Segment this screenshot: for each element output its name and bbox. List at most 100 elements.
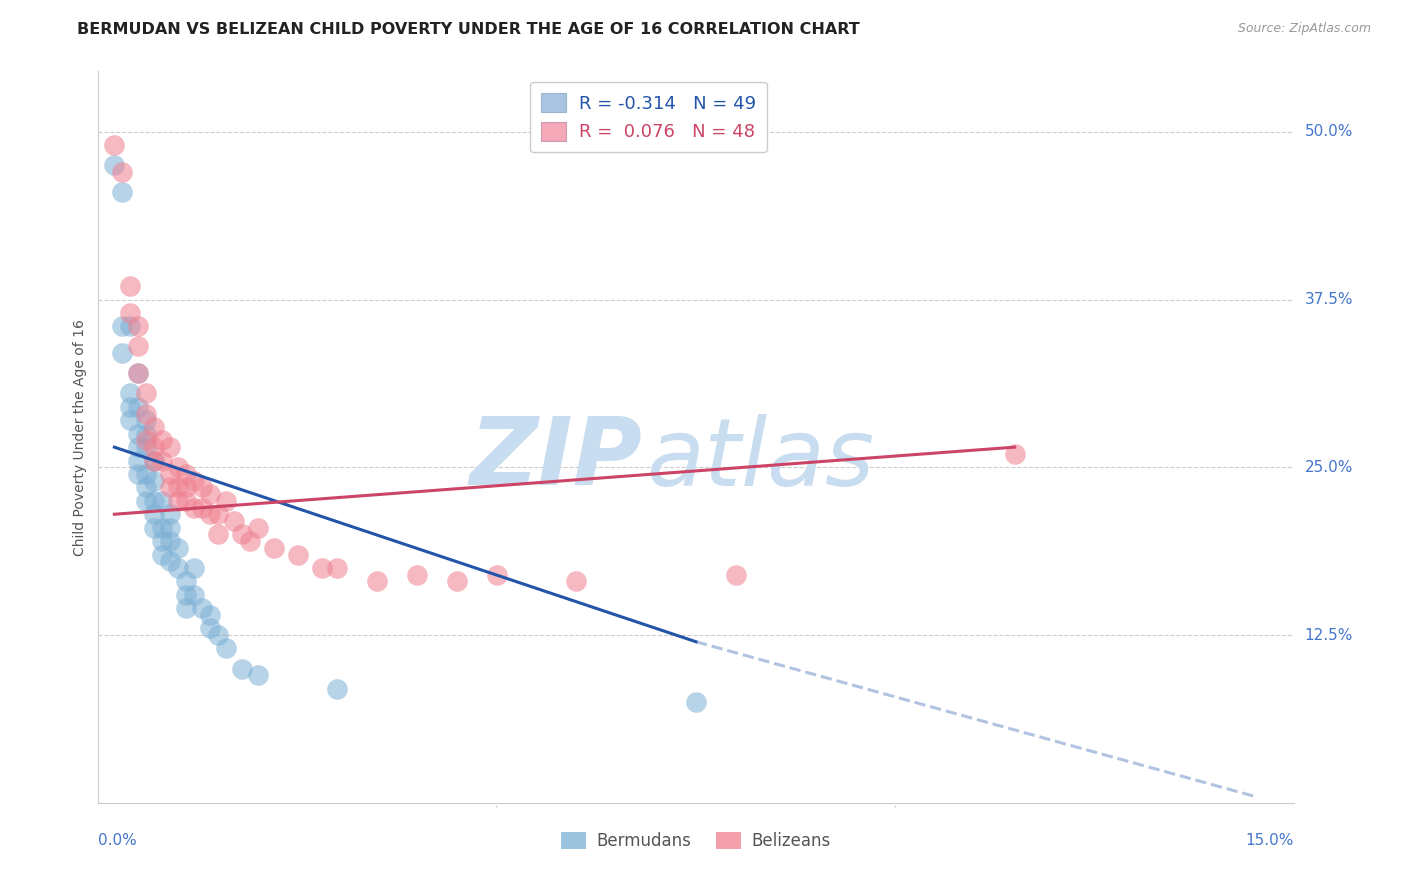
Point: [150, 493, 173, 508]
Point: [167, 480, 190, 494]
Point: [143, 440, 166, 454]
Point: [174, 588, 197, 602]
Point: [111, 165, 134, 179]
Point: [246, 521, 269, 535]
Point: [143, 508, 166, 522]
Point: [207, 508, 229, 522]
Point: [406, 567, 429, 582]
Point: [207, 628, 229, 642]
Point: [127, 339, 149, 353]
Point: [150, 453, 173, 467]
Point: [127, 467, 149, 481]
Point: [167, 541, 190, 555]
Point: [120, 306, 142, 320]
Point: [191, 480, 214, 494]
Point: [287, 548, 309, 562]
Point: [183, 474, 205, 488]
Point: [111, 346, 134, 360]
Text: 37.5%: 37.5%: [1305, 292, 1353, 307]
Point: [198, 621, 221, 635]
Point: [143, 493, 166, 508]
Point: [135, 434, 157, 448]
Point: [263, 541, 285, 555]
Point: [246, 668, 269, 682]
Text: 50.0%: 50.0%: [1305, 124, 1353, 139]
Point: [159, 508, 181, 522]
Point: [174, 601, 197, 615]
Point: [111, 185, 134, 199]
Point: [159, 534, 181, 549]
Point: [231, 527, 253, 541]
Point: [135, 440, 157, 454]
Point: [135, 413, 157, 427]
Point: [127, 453, 149, 467]
Point: [174, 467, 197, 481]
Point: [159, 440, 181, 454]
Point: [159, 480, 181, 494]
Point: [1004, 447, 1026, 461]
Point: [239, 534, 262, 549]
Point: [167, 561, 190, 575]
Point: [366, 574, 388, 589]
Point: [685, 695, 707, 709]
Point: [724, 567, 747, 582]
Text: BERMUDAN VS BELIZEAN CHILD POVERTY UNDER THE AGE OF 16 CORRELATION CHART: BERMUDAN VS BELIZEAN CHILD POVERTY UNDER…: [77, 22, 860, 37]
Point: [103, 158, 125, 172]
Point: [174, 493, 197, 508]
Point: [143, 420, 166, 434]
Point: [191, 601, 214, 615]
Point: [183, 500, 205, 515]
Point: [198, 508, 221, 522]
Point: [143, 521, 166, 535]
Point: [183, 561, 205, 575]
Point: [120, 413, 142, 427]
Point: [231, 662, 253, 676]
Point: [222, 514, 245, 528]
Point: [127, 426, 149, 441]
Text: ZIP: ZIP: [470, 413, 643, 505]
Point: [135, 386, 157, 401]
Point: [207, 527, 229, 541]
Point: [127, 400, 149, 414]
Point: [135, 426, 157, 441]
Point: [159, 467, 181, 481]
Point: [311, 561, 333, 575]
Point: [103, 138, 125, 153]
Point: [198, 487, 221, 501]
Text: 12.5%: 12.5%: [1305, 628, 1353, 642]
Point: [135, 480, 157, 494]
Point: [174, 480, 197, 494]
Point: [127, 367, 149, 381]
Point: [215, 641, 238, 656]
Point: [143, 474, 166, 488]
Point: [120, 319, 142, 334]
Point: [565, 574, 588, 589]
Point: [326, 561, 349, 575]
Y-axis label: Child Poverty Under the Age of 16: Child Poverty Under the Age of 16: [73, 318, 87, 556]
Text: 15.0%: 15.0%: [1246, 833, 1294, 848]
Point: [174, 574, 197, 589]
Point: [150, 434, 173, 448]
Legend: Bermudans, Belizeans: Bermudans, Belizeans: [555, 825, 837, 856]
Point: [135, 493, 157, 508]
Point: [120, 279, 142, 293]
Point: [143, 453, 166, 467]
Text: atlas: atlas: [645, 414, 875, 505]
Point: [150, 521, 173, 535]
Point: [150, 548, 173, 562]
Text: Source: ZipAtlas.com: Source: ZipAtlas.com: [1237, 22, 1371, 36]
Point: [183, 588, 205, 602]
Point: [127, 440, 149, 454]
Point: [127, 367, 149, 381]
Point: [191, 500, 214, 515]
Point: [485, 567, 508, 582]
Point: [446, 574, 468, 589]
Point: [198, 607, 221, 622]
Point: [120, 400, 142, 414]
Point: [150, 534, 173, 549]
Point: [167, 493, 190, 508]
Point: [143, 453, 166, 467]
Point: [135, 407, 157, 421]
Point: [215, 493, 238, 508]
Text: 25.0%: 25.0%: [1305, 459, 1353, 475]
